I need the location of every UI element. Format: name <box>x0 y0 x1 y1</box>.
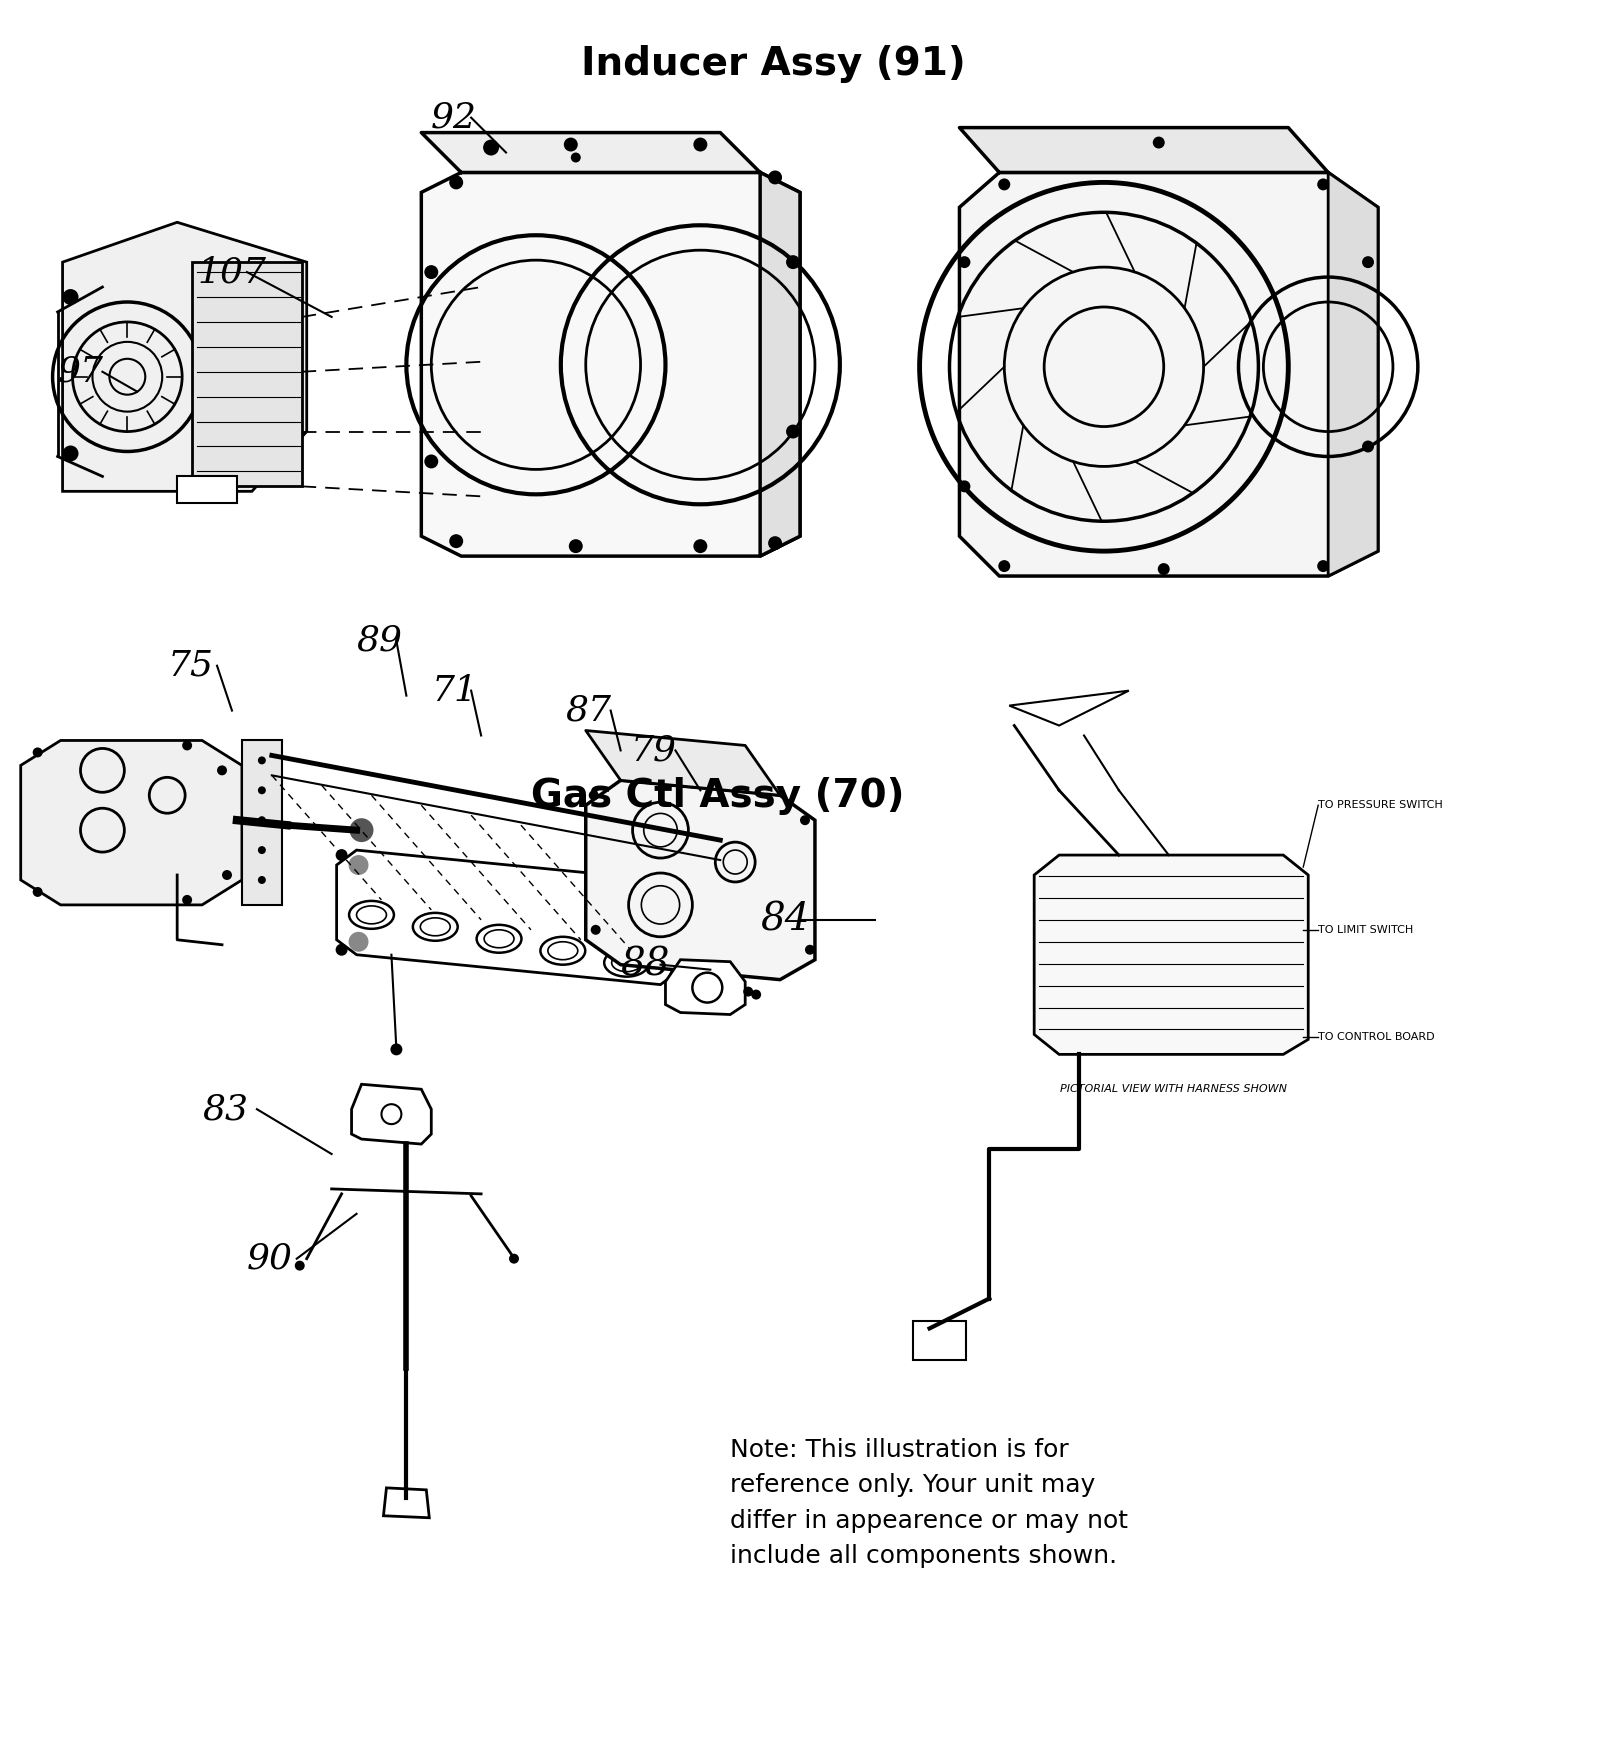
Polygon shape <box>960 128 1328 173</box>
Circle shape <box>1317 560 1330 572</box>
Circle shape <box>222 870 232 880</box>
Text: 83: 83 <box>202 1092 248 1127</box>
Text: 87: 87 <box>566 693 611 728</box>
Circle shape <box>32 747 43 758</box>
Circle shape <box>563 138 578 152</box>
Circle shape <box>450 175 462 189</box>
Circle shape <box>509 1253 518 1264</box>
Circle shape <box>349 819 373 842</box>
Circle shape <box>336 943 347 956</box>
Circle shape <box>693 539 707 553</box>
Circle shape <box>349 931 368 952</box>
Polygon shape <box>384 1488 429 1517</box>
Text: 89: 89 <box>357 623 403 658</box>
Circle shape <box>218 765 227 775</box>
Text: 107: 107 <box>197 255 266 289</box>
Polygon shape <box>62 222 307 492</box>
Polygon shape <box>760 173 800 556</box>
Polygon shape <box>178 476 237 504</box>
Circle shape <box>693 138 707 152</box>
Circle shape <box>958 255 971 268</box>
Text: TO CONTROL BOARD: TO CONTROL BOARD <box>1318 1032 1435 1043</box>
Circle shape <box>669 894 682 906</box>
Polygon shape <box>1034 856 1309 1054</box>
Circle shape <box>336 849 347 861</box>
Circle shape <box>1158 564 1170 576</box>
Circle shape <box>570 539 582 553</box>
Circle shape <box>590 924 600 934</box>
Circle shape <box>800 816 810 826</box>
Text: 79: 79 <box>630 733 677 768</box>
Circle shape <box>669 970 682 980</box>
FancyBboxPatch shape <box>912 1321 966 1360</box>
Circle shape <box>424 455 438 469</box>
Text: 75: 75 <box>168 649 213 682</box>
Circle shape <box>589 791 598 800</box>
Circle shape <box>182 740 192 751</box>
Circle shape <box>450 534 462 548</box>
Circle shape <box>805 945 814 956</box>
Circle shape <box>768 170 782 184</box>
Circle shape <box>742 987 754 996</box>
Circle shape <box>1362 441 1374 453</box>
Text: Inducer Assy (91): Inducer Assy (91) <box>581 46 965 82</box>
Polygon shape <box>421 133 760 173</box>
Circle shape <box>62 446 78 462</box>
Circle shape <box>786 255 800 270</box>
Circle shape <box>62 289 78 304</box>
Circle shape <box>958 480 971 492</box>
Circle shape <box>998 560 1010 572</box>
Circle shape <box>258 756 266 765</box>
Circle shape <box>294 1260 304 1270</box>
Polygon shape <box>586 730 781 794</box>
Circle shape <box>258 816 266 824</box>
Text: 97: 97 <box>58 355 104 388</box>
Circle shape <box>1317 178 1330 191</box>
Polygon shape <box>421 173 800 556</box>
Circle shape <box>32 887 43 898</box>
Text: 90: 90 <box>246 1242 293 1276</box>
Text: PICTORIAL VIEW WITH HARNESS SHOWN: PICTORIAL VIEW WITH HARNESS SHOWN <box>1061 1085 1286 1094</box>
Text: 84: 84 <box>760 901 810 938</box>
Polygon shape <box>192 262 302 487</box>
Circle shape <box>258 786 266 794</box>
Polygon shape <box>336 850 680 985</box>
Polygon shape <box>242 740 282 905</box>
Text: 92: 92 <box>432 102 477 135</box>
Polygon shape <box>666 959 746 1015</box>
Polygon shape <box>1328 173 1378 576</box>
Polygon shape <box>960 173 1378 576</box>
Circle shape <box>1152 136 1165 149</box>
Circle shape <box>424 264 438 278</box>
Polygon shape <box>586 780 814 980</box>
Circle shape <box>571 152 581 163</box>
Polygon shape <box>21 740 242 905</box>
Text: 88: 88 <box>621 947 670 984</box>
Circle shape <box>998 178 1010 191</box>
Circle shape <box>182 894 192 905</box>
Circle shape <box>349 856 368 875</box>
Text: TO PRESSURE SWITCH: TO PRESSURE SWITCH <box>1318 800 1443 810</box>
Circle shape <box>768 536 782 550</box>
Circle shape <box>1362 255 1374 268</box>
Text: Gas Ctl Assy (70): Gas Ctl Assy (70) <box>531 777 904 816</box>
Text: Note: This illustration is for
reference only. Your unit may
differ in appearenc: Note: This illustration is for reference… <box>730 1438 1128 1568</box>
Circle shape <box>390 1043 402 1055</box>
Circle shape <box>750 989 762 999</box>
Circle shape <box>258 877 266 884</box>
Circle shape <box>786 425 800 439</box>
Circle shape <box>483 140 499 156</box>
Text: TO LIMIT SWITCH: TO LIMIT SWITCH <box>1318 924 1413 934</box>
Text: 71: 71 <box>432 674 477 707</box>
Polygon shape <box>352 1085 432 1144</box>
Circle shape <box>258 845 266 854</box>
